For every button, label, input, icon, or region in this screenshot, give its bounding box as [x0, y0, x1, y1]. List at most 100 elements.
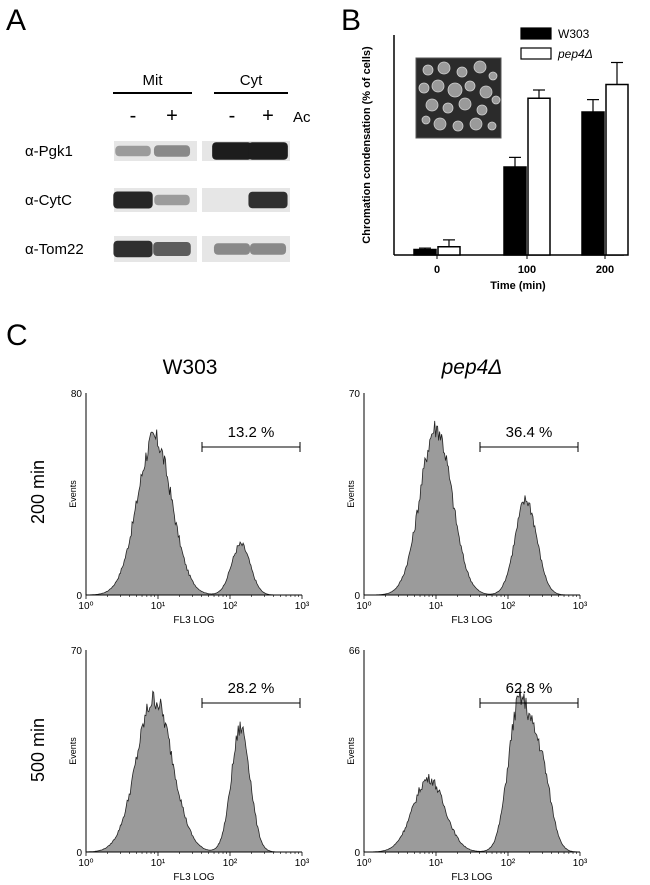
blot-band — [248, 142, 288, 160]
blot-treatment-label: Ac — [293, 109, 311, 126]
x-tick-label: 10¹ — [151, 601, 166, 612]
x-tick-label: 200 — [596, 264, 614, 276]
y-tick-label: 0 — [76, 591, 82, 602]
x-tick-label: 10⁰ — [356, 601, 371, 612]
bar — [527, 97, 551, 256]
x-tick-label: 100 — [518, 264, 536, 276]
panel-c-letter: C — [6, 319, 28, 352]
legend-swatch — [520, 27, 552, 40]
x-axis-title: Time (min) — [490, 280, 546, 292]
micrograph-cell — [456, 66, 468, 78]
gate-percent-label: 62.8 % — [506, 680, 553, 697]
y-axis-title: Events — [68, 480, 78, 508]
gate-percent-label: 13.2 % — [228, 424, 275, 441]
y-axis-title: Events — [346, 737, 356, 765]
bar — [437, 246, 461, 256]
blot-group-label: Mit — [143, 72, 164, 89]
x-tick-label: 10⁰ — [78, 601, 93, 612]
x-tick-label: 10⁰ — [78, 858, 93, 869]
micrograph-cell — [437, 61, 451, 75]
blot-group-label: Cyt — [240, 72, 263, 89]
histogram-area — [364, 420, 580, 596]
y-tick-label: 0 — [354, 591, 360, 602]
blot-band — [154, 194, 190, 206]
micrograph-cell — [473, 60, 487, 74]
bar — [581, 111, 605, 256]
micrograph-inset — [415, 57, 502, 139]
legend-label: pep4Δ — [557, 47, 593, 61]
blot-lane-sign: - — [130, 105, 137, 127]
bar — [605, 83, 629, 256]
blot-band — [113, 240, 153, 258]
micrograph-cell — [421, 115, 431, 125]
panel-b: B Chromation condensation (% of cells) Ti… — [341, 4, 629, 292]
x-tick-label: 10³ — [573, 601, 588, 612]
histogram-panel: 70 0 Events 10⁰ 10¹ 10² 10³ FL3 LOG 36.4 % — [346, 389, 588, 626]
x-tick-label: 10¹ — [151, 858, 166, 869]
strain-label-w303: W303 — [163, 356, 218, 379]
legend-swatch — [520, 47, 552, 60]
x-axis-title: FL3 LOG — [451, 615, 492, 626]
blot-band — [153, 242, 191, 256]
x-tick-label: 10¹ — [429, 601, 444, 612]
blot-lane-sign: + — [166, 105, 178, 127]
legend-label: W303 — [558, 27, 590, 41]
gate-percent-label: 28.2 % — [228, 680, 275, 697]
y-tick-label: 0 — [76, 848, 82, 859]
x-axis-title: FL3 LOG — [173, 872, 214, 883]
micrograph-cell — [491, 95, 501, 105]
micrograph-cell — [442, 102, 454, 114]
histogram-area — [85, 690, 302, 853]
strain-label-pep4: pep4Δ — [441, 356, 503, 379]
micrograph-cell — [479, 85, 493, 99]
micrograph-cell — [488, 71, 498, 81]
blot-band — [248, 191, 288, 209]
micrograph-cell — [425, 98, 439, 112]
panel-c: C W303 pep4Δ 200 min 500 min 80 0 Events 10… — [6, 319, 588, 883]
bar — [503, 166, 527, 256]
micrograph-cell — [464, 80, 476, 92]
micrograph-cell — [476, 104, 488, 116]
histogram-panel: 70 0 Events 10⁰ 10¹ 10² 10³ FL3 LOG 28.2 % — [68, 646, 310, 883]
micrograph-cell — [422, 64, 434, 76]
histogram-panel: 80 0 Events 10⁰ 10¹ 10² 10³ FL3 LOG 13.2 % — [68, 389, 310, 626]
blot-lane-sign: - — [229, 105, 236, 127]
x-tick-label: 10³ — [295, 858, 310, 869]
y-axis-title: Events — [346, 480, 356, 508]
y-axis-title: Events — [68, 737, 78, 765]
micrograph-cell — [469, 117, 483, 131]
histogram-area — [85, 429, 302, 596]
blot-row-label: α-Tom22 — [25, 241, 84, 258]
blot-band — [115, 145, 151, 157]
bar — [413, 248, 437, 256]
timepoint-label-500: 500 min — [28, 718, 48, 782]
blot-row-label: α-CytC — [25, 192, 72, 209]
micrograph-cell — [452, 120, 464, 132]
timepoint-label-200: 200 min — [28, 460, 48, 524]
y-tick-label: 70 — [71, 646, 83, 657]
micrograph-cell — [431, 79, 445, 93]
blot-band — [249, 243, 287, 255]
panel-a-letter: A — [6, 4, 26, 37]
y-tick-label: 70 — [349, 389, 361, 400]
y-tick-label: 66 — [349, 646, 361, 657]
x-tick-label: 10² — [501, 601, 516, 612]
histogram-area — [364, 687, 581, 853]
x-tick-label: 10¹ — [429, 858, 444, 869]
y-tick-label: 0 — [354, 848, 360, 859]
blot-band — [212, 142, 252, 160]
x-tick-label: 10² — [501, 858, 516, 869]
y-tick-label: 80 — [71, 389, 83, 400]
x-axis-title: FL3 LOG — [451, 872, 492, 883]
micrograph-cell — [458, 97, 472, 111]
x-tick-label: 10³ — [295, 601, 310, 612]
panel-b-letter: B — [341, 4, 361, 37]
micrograph-cell — [447, 82, 463, 98]
x-tick-label: 10² — [223, 601, 238, 612]
x-axis-title: FL3 LOG — [173, 615, 214, 626]
gate-percent-label: 36.4 % — [506, 424, 553, 441]
blot-band — [213, 243, 251, 255]
blot-lane-sign: + — [262, 105, 274, 127]
bar-chart: Chromation condensation (% of cells) Time… — [361, 27, 629, 292]
